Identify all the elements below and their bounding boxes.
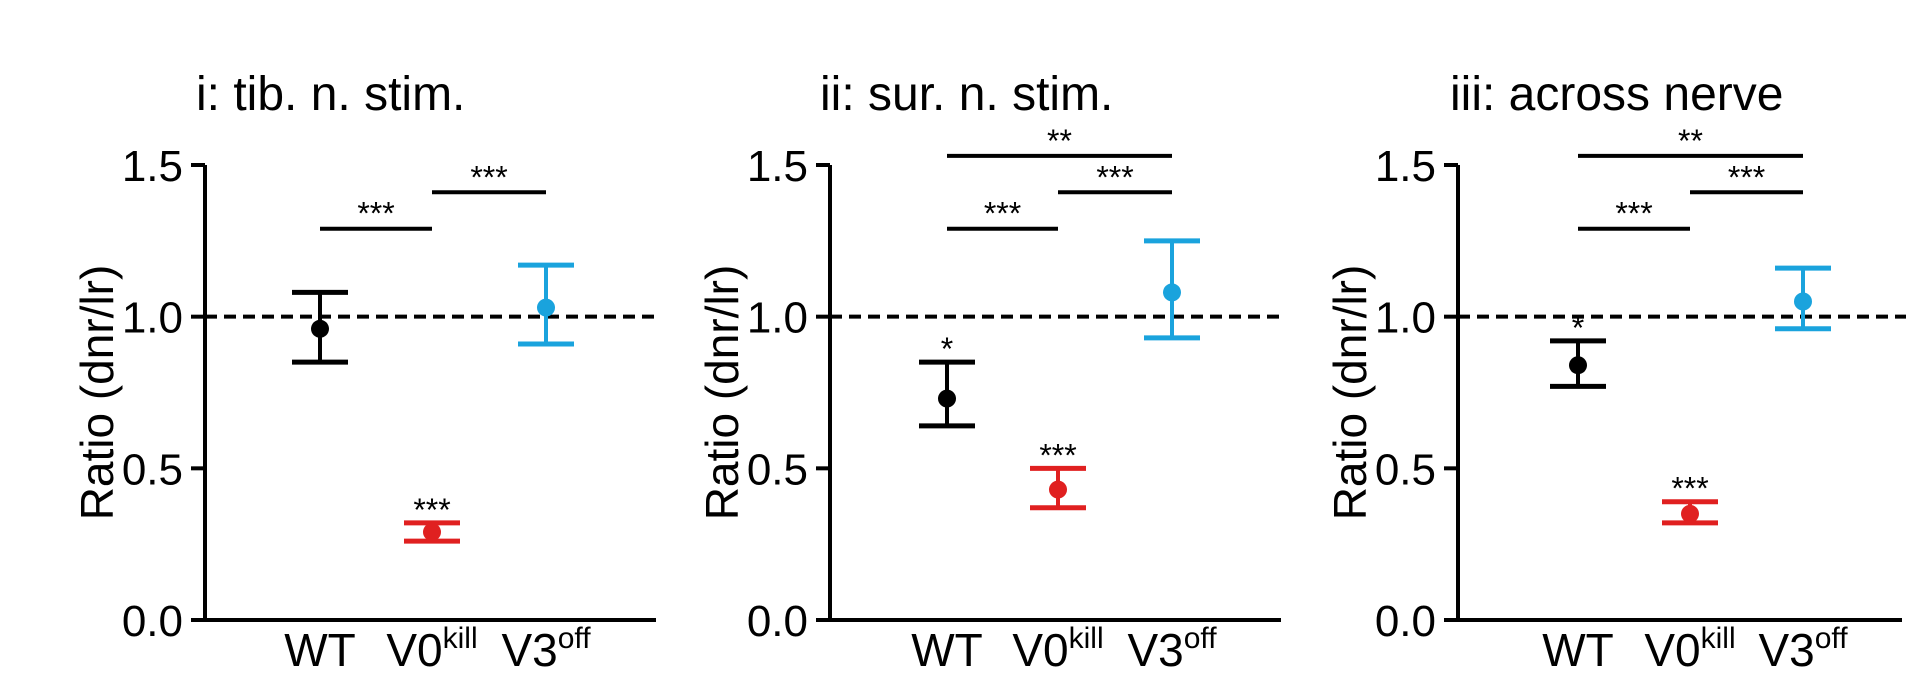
comparison-label: *** xyxy=(357,196,394,232)
y-axis-label: Ratio (dnr/lr) xyxy=(71,265,123,521)
y-tick-label: 1.0 xyxy=(1375,294,1436,343)
x-category-label: V0kill xyxy=(386,622,477,676)
y-tick-label: 1.5 xyxy=(1375,142,1436,191)
category-base: V0 xyxy=(386,624,442,676)
significance-mark: * xyxy=(941,331,953,367)
mean-point xyxy=(1794,292,1812,311)
category-superscript: off xyxy=(1815,622,1848,655)
significance-mark: * xyxy=(1572,310,1584,346)
y-axis-label: Ratio (dnr/lr) xyxy=(696,265,748,521)
y-tick-label: 0.0 xyxy=(747,597,808,646)
y-tick-label: 0.5 xyxy=(747,445,808,494)
category-base: WT xyxy=(284,624,356,676)
y-tick-label: 0.5 xyxy=(122,445,183,494)
comparison-label: ** xyxy=(1678,123,1703,159)
y-tick-label: 1.0 xyxy=(122,294,183,343)
category-superscript: off xyxy=(1184,622,1217,655)
category-superscript: kill xyxy=(1069,622,1104,655)
mean-point xyxy=(537,298,555,317)
significance-mark: *** xyxy=(413,492,450,528)
chart-title: iii: across nerve xyxy=(1450,68,1783,121)
y-tick-label: 1.0 xyxy=(747,294,808,343)
significance-mark: *** xyxy=(1039,437,1076,473)
category-superscript: off xyxy=(558,622,591,655)
category-base: V3 xyxy=(1758,624,1814,676)
x-category-label: V3off xyxy=(1127,622,1217,676)
y-tick-label: 0.5 xyxy=(1375,445,1436,494)
category-superscript: kill xyxy=(443,622,478,655)
x-category-label: V0kill xyxy=(1012,622,1103,676)
x-category-label: WT xyxy=(284,624,356,676)
mean-point xyxy=(1049,480,1067,499)
category-base: V0 xyxy=(1644,624,1700,676)
significance-mark: *** xyxy=(1671,471,1708,507)
chart-panel-2: ii: sur. n. stim. Ratio (dnr/lr) 0.0 0.5 1.0… xyxy=(696,68,1285,676)
x-category-label: WT xyxy=(911,624,983,676)
mean-point xyxy=(311,319,329,338)
mean-point xyxy=(423,523,441,542)
mean-point xyxy=(1569,356,1587,375)
mean-point xyxy=(1163,283,1181,302)
comparison-label: *** xyxy=(1096,159,1133,195)
comparison-label: ** xyxy=(1047,123,1072,159)
chart-title: ii: sur. n. stim. xyxy=(820,68,1113,121)
chart-title: i: tib. n. stim. xyxy=(196,68,465,121)
x-category-label: V3off xyxy=(501,622,591,676)
x-category-label: V0kill xyxy=(1644,622,1735,676)
category-base: V3 xyxy=(1127,624,1183,676)
x-category-label: WT xyxy=(1542,624,1614,676)
y-tick-label: 0.0 xyxy=(1375,597,1436,646)
y-tick-label: 1.5 xyxy=(747,142,808,191)
comparison-label: *** xyxy=(984,196,1021,232)
category-superscript: kill xyxy=(1701,622,1736,655)
y-tick-label: 1.5 xyxy=(122,142,183,191)
mean-point xyxy=(938,389,956,408)
y-axis-label: Ratio (dnr/lr) xyxy=(1324,265,1376,521)
x-category-label: V3off xyxy=(1758,622,1848,676)
category-base: WT xyxy=(1542,624,1614,676)
category-base: WT xyxy=(911,624,983,676)
comparison-label: *** xyxy=(1615,196,1652,232)
chart-panel-3: iii: across nerve Ratio (dnr/lr) 0.0 0.5 1.0… xyxy=(1324,68,1906,676)
chart-panel-1: i: tib. n. stim. Ratio (dnr/lr) 0.0 0.5 1.0 1… xyxy=(71,68,660,676)
category-base: V0 xyxy=(1012,624,1068,676)
comparison-label: *** xyxy=(470,159,507,195)
y-tick-label: 0.0 xyxy=(122,597,183,646)
category-base: V3 xyxy=(501,624,557,676)
comparison-label: *** xyxy=(1728,159,1765,195)
mean-point xyxy=(1681,504,1699,523)
